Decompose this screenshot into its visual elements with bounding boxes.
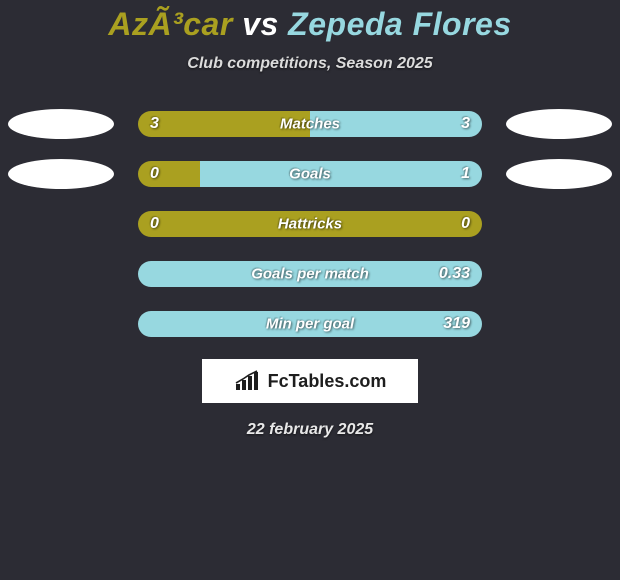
stat-value-right: 0 bbox=[461, 215, 470, 233]
source-badge-text: FcTables.com bbox=[268, 371, 387, 392]
right-ellipse-spacer bbox=[506, 309, 612, 339]
left-ellipse bbox=[8, 159, 114, 189]
stat-value-right: 319 bbox=[443, 315, 470, 333]
stat-value-left: 3 bbox=[150, 115, 159, 133]
stat-label: Goals per match bbox=[251, 266, 369, 283]
stat-row: 0 Hattricks 0 bbox=[0, 209, 620, 239]
stat-bar: Min per goal 319 bbox=[138, 311, 482, 337]
left-ellipse-spacer bbox=[8, 209, 114, 239]
stat-bar-right-fill bbox=[200, 161, 482, 187]
bar-chart-icon bbox=[234, 370, 262, 392]
right-ellipse-spacer bbox=[506, 209, 612, 239]
stat-bar: 0 Hattricks 0 bbox=[138, 211, 482, 237]
stat-bar: 0 Goals 1 bbox=[138, 161, 482, 187]
subtitle: Club competitions, Season 2025 bbox=[0, 55, 620, 73]
title-vs: vs bbox=[242, 6, 279, 42]
left-ellipse bbox=[8, 109, 114, 139]
page-title: AzÃ³car vs Zepeda Flores bbox=[0, 6, 620, 43]
left-ellipse-spacer bbox=[8, 309, 114, 339]
stat-value-right: 1 bbox=[461, 165, 470, 183]
right-ellipse bbox=[506, 159, 612, 189]
stat-row: 3 Matches 3 bbox=[0, 109, 620, 139]
stat-value-right: 0.33 bbox=[439, 265, 470, 283]
stat-value-left: 0 bbox=[150, 165, 159, 183]
stat-label: Goals bbox=[289, 166, 331, 183]
title-left-player: AzÃ³car bbox=[108, 6, 232, 42]
right-ellipse bbox=[506, 109, 612, 139]
stat-bar-left-fill bbox=[138, 161, 200, 187]
right-ellipse-spacer bbox=[506, 259, 612, 289]
title-right-player: Zepeda Flores bbox=[288, 6, 511, 42]
stat-label: Hattricks bbox=[278, 216, 342, 233]
stat-rows: 3 Matches 3 0 Goals 1 0 Hattricks 0 Goals per mat… bbox=[0, 109, 620, 339]
stat-row: 0 Goals 1 bbox=[0, 159, 620, 189]
comparison-card: AzÃ³car vs Zepeda Flores Club competitio… bbox=[0, 0, 620, 439]
source-badge[interactable]: FcTables.com bbox=[202, 359, 418, 403]
stat-bar: Goals per match 0.33 bbox=[138, 261, 482, 287]
stat-row: Min per goal 319 bbox=[0, 309, 620, 339]
date-line: 22 february 2025 bbox=[0, 421, 620, 439]
stat-label: Matches bbox=[280, 116, 340, 133]
stat-value-right: 3 bbox=[461, 115, 470, 133]
left-ellipse-spacer bbox=[8, 259, 114, 289]
stat-bar: 3 Matches 3 bbox=[138, 111, 482, 137]
stat-value-left: 0 bbox=[150, 215, 159, 233]
stat-label: Min per goal bbox=[266, 316, 354, 333]
stat-row: Goals per match 0.33 bbox=[0, 259, 620, 289]
